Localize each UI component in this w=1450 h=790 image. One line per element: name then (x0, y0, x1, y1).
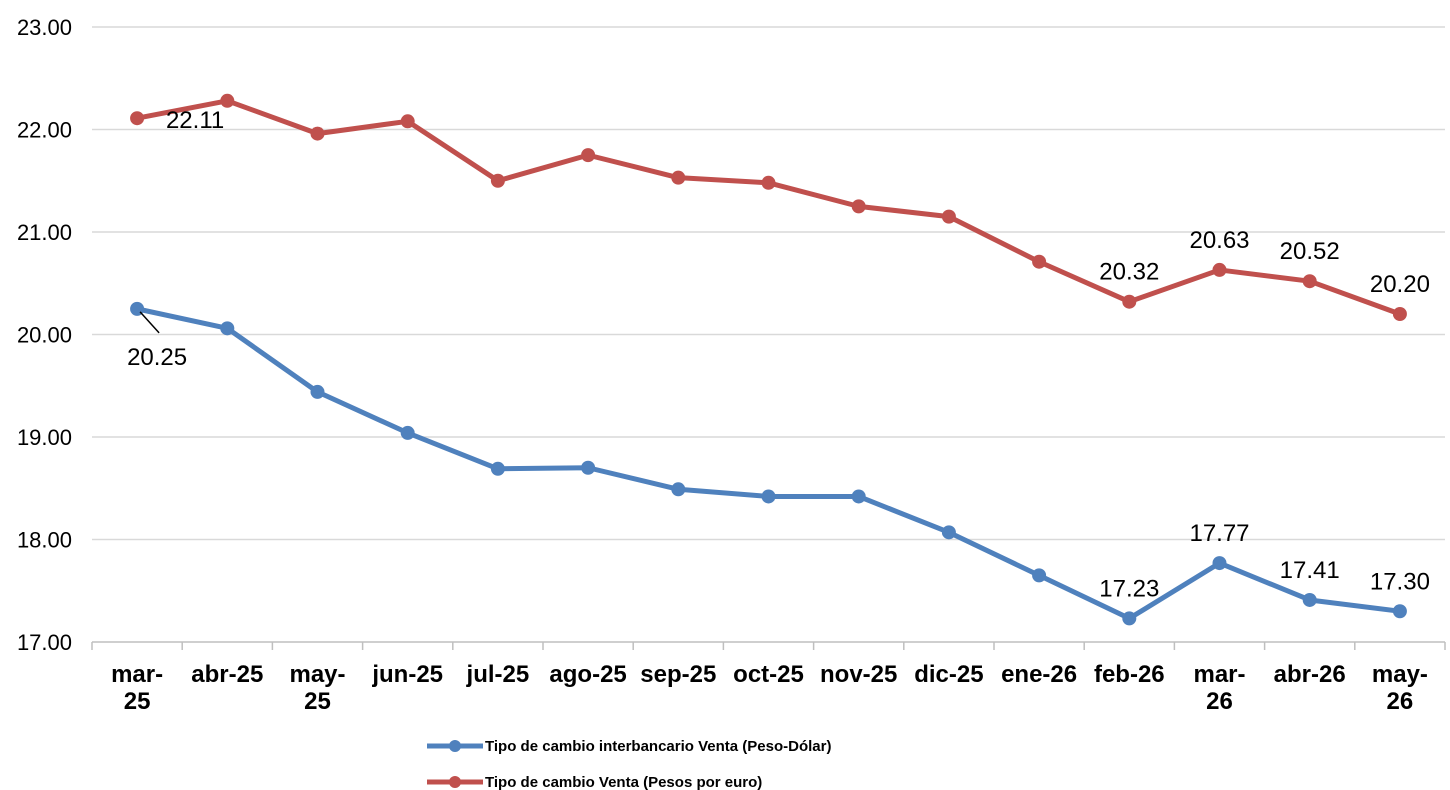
data-point (310, 126, 325, 141)
x-axis: mar-25 abr-25 may-25 jun-25 jul-25 ago-25 sep-… (91, 641, 1446, 715)
data-point (490, 173, 505, 188)
x-tick-label: nov-25 (820, 661, 897, 688)
data-point (310, 384, 325, 399)
data-point (851, 199, 866, 214)
data-label: 17.41 (1280, 557, 1340, 584)
data-label: 20.25 (127, 344, 187, 371)
data-point (761, 489, 776, 504)
y-tick-label: 20.00 (17, 323, 72, 348)
x-tick-label: jun-25 (371, 661, 443, 688)
data-point (581, 148, 596, 163)
data-point (761, 175, 776, 190)
y-tick-label: 18.00 (17, 528, 72, 553)
data-point (1212, 262, 1227, 277)
data-label: 17.30 (1370, 568, 1430, 595)
data-point (1392, 307, 1407, 321)
data-point (851, 489, 866, 504)
x-tick-label: feb-26 (1094, 661, 1165, 688)
gridlines (92, 26, 1445, 541)
data-point (1302, 274, 1317, 289)
y-tick-label: 21.00 (17, 220, 72, 245)
y-tick-label: 23.00 (17, 15, 72, 40)
legend-label: Tipo de cambio interbancario Venta (Peso… (485, 738, 831, 755)
data-point (400, 114, 415, 129)
data-point (1302, 592, 1317, 607)
series-line-2 (134, 98, 1403, 317)
legend-label: Tipo de cambio Venta (Pesos por euro) (485, 774, 762, 790)
x-tick-label: dic-25 (914, 661, 983, 688)
data-point (1392, 604, 1407, 619)
data-label: 20.63 (1189, 227, 1249, 254)
data-point (400, 425, 415, 440)
x-tick-label: may-25 (289, 661, 345, 715)
data-label: 20.32 (1099, 259, 1159, 286)
x-tick-label: mar-25 (111, 661, 163, 715)
x-tick-label: abr-26 (1274, 661, 1346, 688)
data-labels: 20.25 17.23 17.77 17.41 17.30 22.11 20.32 20.63… (127, 107, 1430, 602)
x-tick-label: sep-25 (640, 661, 716, 688)
data-point (220, 321, 235, 336)
x-tick-label: abr-25 (191, 661, 263, 688)
y-tick-label: 22.00 (17, 118, 72, 143)
series-group (130, 93, 1407, 626)
data-label: 17.77 (1189, 520, 1249, 547)
data-point (130, 111, 145, 126)
y-tick-label: 17.00 (17, 630, 72, 655)
x-tick-label: oct-25 (733, 661, 804, 688)
data-point (490, 461, 505, 476)
x-tick-label: ago-25 (549, 661, 626, 688)
data-point (671, 170, 686, 185)
legend-marker (449, 776, 461, 788)
data-point (941, 525, 956, 540)
series-line-1 (134, 306, 1403, 621)
data-label: 17.23 (1099, 575, 1159, 602)
data-point (1032, 254, 1047, 269)
x-tick-label: may-26 (1372, 661, 1428, 715)
data-label: 22.11 (166, 107, 224, 134)
data-point (1122, 611, 1137, 626)
data-point (941, 209, 956, 224)
data-label: 20.20 (1370, 271, 1430, 298)
x-tick-label: mar-26 (1193, 661, 1245, 715)
data-label-leader (139, 311, 160, 334)
data-label: 20.52 (1280, 238, 1340, 265)
data-point (671, 482, 686, 497)
data-point (581, 460, 596, 475)
legend: Tipo de cambio interbancario Venta (Peso… (427, 738, 831, 790)
y-axis: 17.00 18.00 19.00 20.00 21.00 22.00 23.00 (17, 15, 72, 655)
data-point (1212, 556, 1227, 571)
data-point (1122, 294, 1137, 309)
x-tick-label: ene-26 (1001, 661, 1077, 688)
legend-marker (449, 740, 461, 752)
data-point (220, 93, 235, 108)
x-tick-label: jul-25 (466, 661, 530, 688)
y-tick-label: 19.00 (17, 425, 72, 450)
data-point (1032, 568, 1047, 583)
